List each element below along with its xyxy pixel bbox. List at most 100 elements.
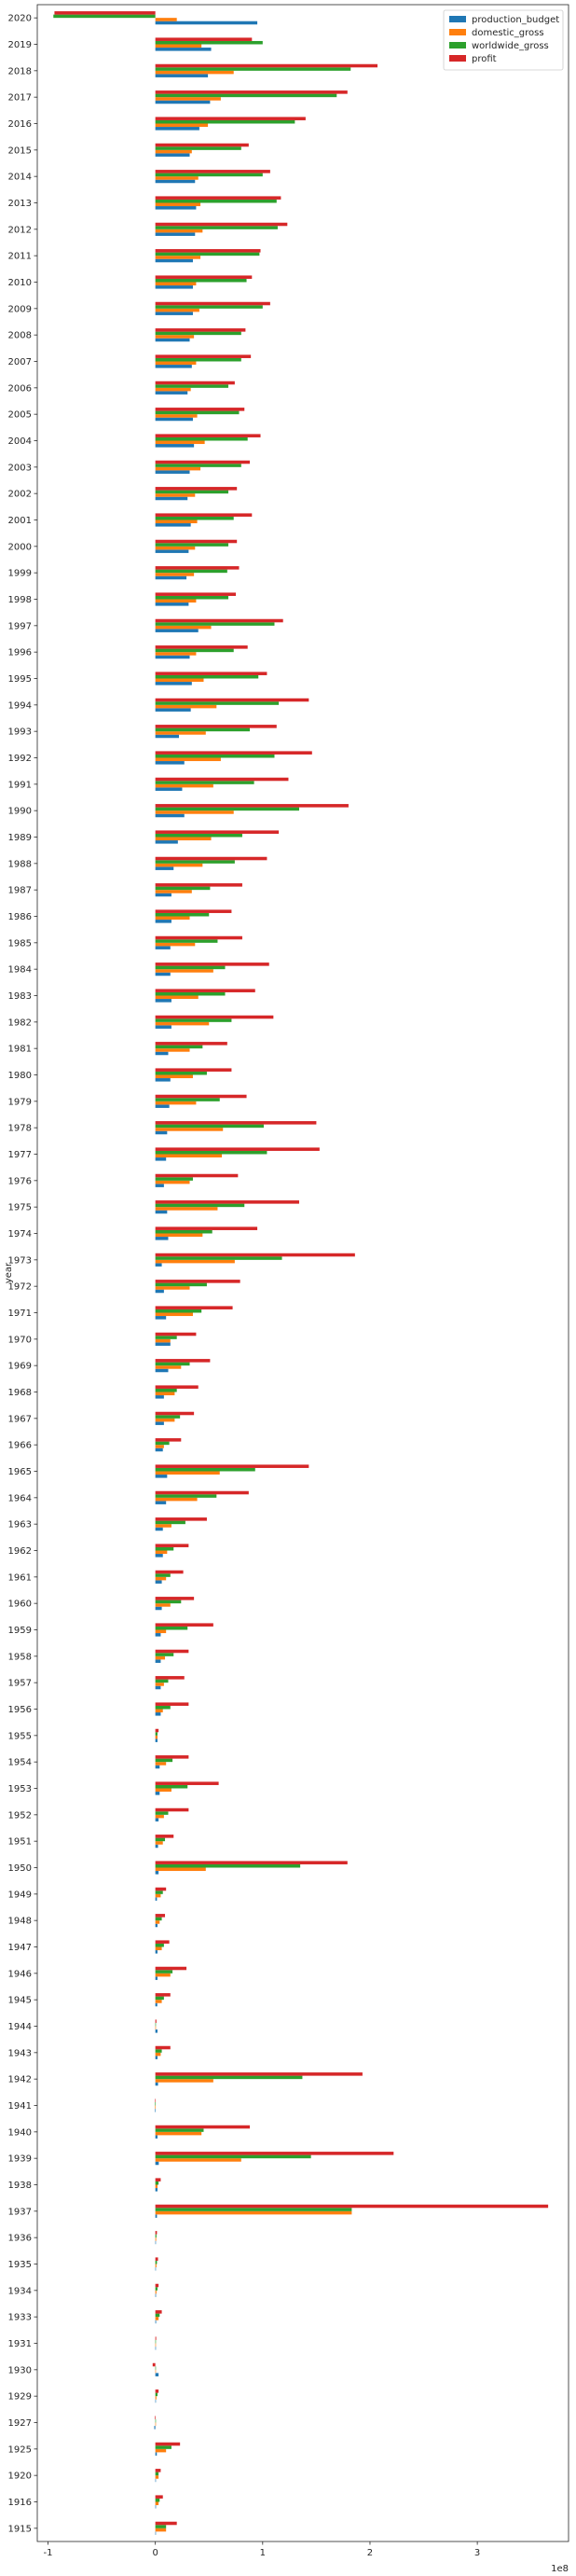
y-tick-label: 2020 <box>8 14 32 24</box>
bar-production-budget-2014 <box>155 179 196 184</box>
y-tick-label: 2014 <box>8 173 32 183</box>
bar-worldwide-gross-1988 <box>155 860 235 864</box>
bar-domestic-gross-1978 <box>155 1128 224 1131</box>
bar-worldwide-gross-1987 <box>155 886 211 891</box>
bar-worldwide-gross-1938 <box>155 2181 159 2185</box>
y-tick-label: 1988 <box>8 859 32 869</box>
legend-entry-domestic-gross: domestic_gross <box>472 28 544 38</box>
y-tick-label: 2001 <box>8 516 32 526</box>
bar-profit-1983 <box>155 989 255 992</box>
bar-profit-1998 <box>155 592 237 596</box>
y-tick-label: 1942 <box>8 2075 32 2085</box>
bar-worldwide-gross-1993 <box>155 727 250 732</box>
bar-production-budget-2012 <box>155 232 196 236</box>
bar-domestic-gross-2017 <box>155 97 221 101</box>
bar-worldwide-gross-2014 <box>155 173 263 177</box>
bar-production-budget-2017 <box>155 100 211 104</box>
bar-profit-1984 <box>155 963 269 966</box>
y-tick-label: 1950 <box>8 1863 32 1874</box>
bar-production-budget-1964 <box>155 1501 167 1504</box>
y-tick-label: 1982 <box>8 1018 32 1028</box>
bar-worldwide-gross-1939 <box>155 2154 311 2159</box>
bar-worldwide-gross-1972 <box>155 1282 207 1287</box>
bar-domestic-gross-1925 <box>155 2448 167 2453</box>
y-tick-label: 1998 <box>8 595 32 605</box>
bar-worldwide-gross-2003 <box>155 464 241 467</box>
y-tick-label: 2006 <box>8 383 32 394</box>
bar-worldwide-gross-1982 <box>155 1018 232 1022</box>
bar-profit-2014 <box>155 170 270 173</box>
legend-swatch <box>449 42 466 48</box>
bar-domestic-gross-1968 <box>155 1392 175 1396</box>
bar-domestic-gross-2007 <box>155 361 197 366</box>
bar-domestic-gross-1998 <box>155 599 197 603</box>
bar-production-budget-1987 <box>155 893 171 897</box>
bar-production-budget-1935 <box>155 2267 157 2271</box>
y-tick-label: 2003 <box>8 463 32 473</box>
bar-profit-1994 <box>155 698 309 702</box>
bar-worldwide-gross-1935 <box>155 2260 158 2264</box>
bar-production-budget-1939 <box>155 2161 159 2166</box>
bar-worldwide-gross-1937 <box>155 2208 352 2211</box>
bar-domestic-gross-2015 <box>155 149 192 154</box>
bar-domestic-gross-1982 <box>155 1021 210 1026</box>
bar-domestic-gross-1977 <box>155 1154 223 1158</box>
bar-domestic-gross-1931 <box>155 2343 157 2347</box>
y-tick-label: 2008 <box>8 331 32 341</box>
bar-profit-2009 <box>155 301 270 306</box>
bar-domestic-gross-1960 <box>155 1603 171 1607</box>
bar-production-budget-1951 <box>155 1844 158 1849</box>
bar-profit-1938 <box>155 2178 161 2181</box>
bar-worldwide-gross-1952 <box>155 1811 169 1815</box>
y-tick-label: 1935 <box>8 2260 32 2270</box>
bar-domestic-gross-1945 <box>155 2000 162 2003</box>
bar-worldwide-gross-1963 <box>155 1520 185 1525</box>
bar-worldwide-gross-1930 <box>155 2366 157 2370</box>
y-tick-label: 1933 <box>8 2313 32 2323</box>
y-tick-label: 1937 <box>8 2207 32 2217</box>
bar-domestic-gross-2010 <box>155 282 197 286</box>
bar-worldwide-gross-1984 <box>155 965 226 970</box>
bar-profit-1974 <box>155 1226 258 1230</box>
bar-profit-1968 <box>155 1385 199 1389</box>
y-tick-label: 1980 <box>8 1071 32 1081</box>
bar-domestic-gross-1943 <box>155 2052 161 2057</box>
bar-production-budget-2005 <box>155 417 193 422</box>
bar-worldwide-gross-1946 <box>155 1970 173 1974</box>
bar-production-budget-1963 <box>155 1527 163 1531</box>
bar-profit-2002 <box>155 487 238 491</box>
bar-domestic-gross-1937 <box>155 2210 352 2215</box>
bar-production-budget-2002 <box>155 496 188 501</box>
bar-domestic-gross-1994 <box>155 704 217 709</box>
bar-profit-1962 <box>155 1544 189 1547</box>
y-tick-label: 2004 <box>8 436 32 447</box>
y-tick-label: 1974 <box>8 1229 32 1240</box>
bar-worldwide-gross-1954 <box>155 1758 173 1763</box>
bar-production-budget-1990 <box>155 813 185 818</box>
bar-production-budget-1942 <box>155 2082 158 2086</box>
y-tick-label: 1949 <box>8 1890 32 1900</box>
bar-worldwide-gross-1966 <box>155 1441 170 1446</box>
y-tick-label: 1925 <box>8 2444 32 2455</box>
bar-worldwide-gross-1980 <box>155 1071 207 1075</box>
bar-domestic-gross-1963 <box>155 1524 171 1528</box>
bar-profit-2017 <box>155 90 348 94</box>
bar-production-budget-1947 <box>155 1950 158 1954</box>
bar-profit-1944 <box>155 2019 157 2023</box>
bar-profit-1927 <box>154 2416 156 2419</box>
bar-production-budget-1991 <box>155 787 183 791</box>
bar-domestic-gross-1973 <box>155 1259 235 1264</box>
y-tick-label: 1989 <box>8 833 32 843</box>
bar-domestic-gross-1991 <box>155 783 213 788</box>
bar-production-budget-1965 <box>155 1475 168 1478</box>
bar-worldwide-gross-1916 <box>155 2498 160 2502</box>
bar-domestic-gross-1985 <box>155 942 196 947</box>
bar-production-budget-1993 <box>155 734 179 739</box>
bar-profit-1943 <box>155 2045 171 2050</box>
bar-profit-2004 <box>155 434 261 437</box>
y-tick-label: 1947 <box>8 1943 32 1953</box>
y-tick-label: 1959 <box>8 1626 32 1636</box>
bar-domestic-gross-1979 <box>155 1101 197 1105</box>
bar-worldwide-gross-1999 <box>155 569 227 574</box>
